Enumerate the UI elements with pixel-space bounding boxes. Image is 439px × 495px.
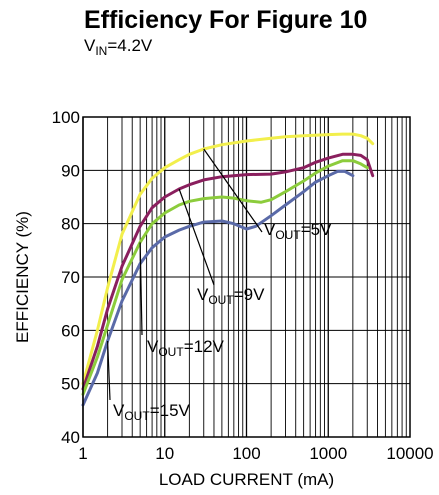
x-tick-label: 100 (232, 444, 260, 463)
y-tick-label: 40 (61, 428, 80, 447)
x-tick-label: 1 (78, 444, 87, 463)
leader-line-5V (203, 148, 263, 233)
chart-title: Efficiency For Figure 10 (84, 6, 368, 34)
leader-line-12V (139, 242, 143, 336)
y-tick-label: 90 (61, 161, 80, 180)
series-line-9V (81, 152, 375, 391)
y-axis-label: EFFICIENCY (%) (13, 211, 32, 343)
subtitle-value: =4.2V (107, 36, 153, 55)
series-line-12V (81, 159, 369, 396)
y-tick-label: 80 (61, 215, 80, 234)
y-tick-label: 50 (61, 375, 80, 394)
series-lines (81, 132, 375, 407)
grid (82, 116, 410, 438)
series-line-5V (81, 132, 375, 386)
chart-subtitle: VIN=4.2V (84, 36, 153, 58)
series-label-9V: VOUT=9V (197, 285, 265, 307)
series-label-12V: VOUT=12V (147, 337, 225, 359)
plot-frame (82, 116, 411, 438)
y-tick-label: 70 (61, 268, 80, 287)
x-axis-label: LOAD CURRENT (mA) (159, 470, 334, 489)
y-tick-label: 60 (61, 321, 80, 340)
leader-line-15V (107, 340, 111, 401)
series-line-15V (81, 169, 355, 407)
leader-line-9V (178, 188, 215, 286)
x-tick-label: 10000 (386, 444, 433, 463)
x-tick-label: 1000 (309, 444, 347, 463)
series-label-5V: VOUT=5V (264, 220, 332, 242)
series-annotations: VOUT=5V VOUT=9V VOUT=12V VOUT=15V (107, 148, 332, 423)
series-label-15V: VOUT=15V (113, 401, 191, 423)
x-tick-label: 10 (155, 444, 174, 463)
subtitle-subscript: IN (95, 44, 108, 58)
subtitle-symbol: V (84, 36, 96, 55)
tick-labels: 1 10 100 1000 10000 40 50 60 70 80 90 100 (52, 108, 434, 463)
y-tick-label: 100 (52, 108, 80, 127)
